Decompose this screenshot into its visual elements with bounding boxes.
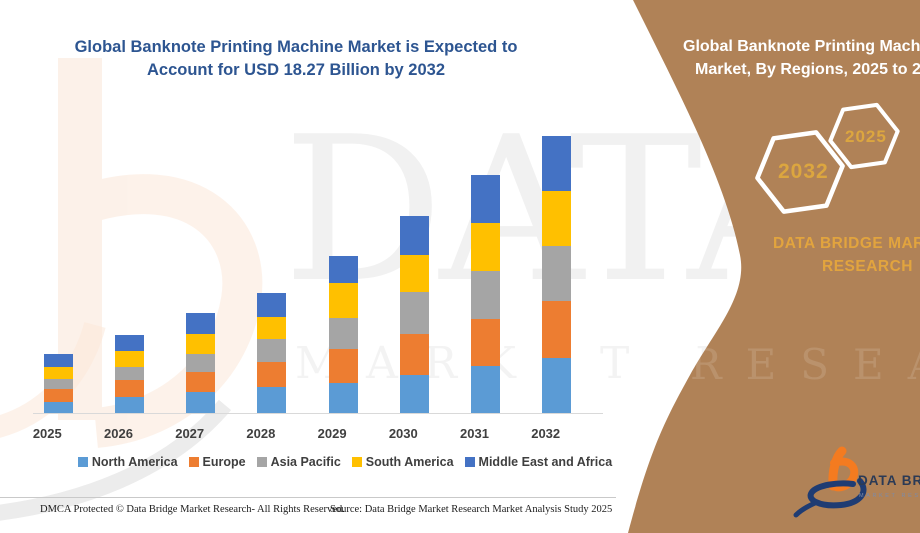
brand-text: DATA BRIDGE MARKET RESEARCH <box>773 232 920 278</box>
x-axis-label: 2026 <box>104 426 133 441</box>
hexagon-2025-label: 2025 <box>845 127 887 146</box>
bar-segment <box>257 293 287 317</box>
x-axis-line <box>33 413 603 414</box>
x-axis-label: 2028 <box>246 426 276 441</box>
bar-segment <box>257 316 287 340</box>
bar-segment <box>257 361 287 388</box>
chart-title-line2: Account for USD 18.27 Billion by 2032 <box>147 61 445 79</box>
bar-segment <box>43 401 73 413</box>
legend-color-swatch <box>256 457 267 467</box>
right-panel-title: Global Banknote Printing Machine Market,… <box>683 35 920 81</box>
legend-label: Europe <box>202 455 246 469</box>
bar-segment <box>43 389 73 402</box>
bar-segment <box>328 255 358 283</box>
bar-segment <box>257 387 287 413</box>
legend-item: Europe <box>188 455 246 469</box>
bar-segment <box>186 392 216 413</box>
logo-text: DATA BRIDGE <box>858 473 920 488</box>
watermark-band-text-right: RESEARCH <box>690 340 920 389</box>
chart-title: Global Banknote Printing Machine Market … <box>38 36 554 82</box>
watermark-gray-swoosh-icon <box>0 399 232 521</box>
bar-segment <box>542 246 572 302</box>
bar-segment <box>399 254 429 293</box>
logo-tagline: MARKET RESEARCH <box>859 493 920 499</box>
footer-divider <box>0 497 616 498</box>
hexagon-2032-label: 2032 <box>778 160 829 183</box>
bar-segment <box>471 271 500 319</box>
hexagon-2032-icon <box>755 130 845 214</box>
x-axis-label: 2032 <box>531 426 561 441</box>
legend-color-swatch <box>464 457 475 467</box>
bar-segment <box>115 397 144 413</box>
bar-segment <box>328 282 358 318</box>
legend-color-swatch <box>351 457 362 467</box>
bar-segment <box>186 371 216 393</box>
bar-segment <box>542 358 572 413</box>
bar-segment <box>328 348 358 383</box>
footer-source-text: Source: Data Bridge Market Research Mark… <box>330 504 613 515</box>
legend: North America Europe Asia Pacific South Ame… <box>60 455 630 469</box>
footer-dmca-text: DMCA Protected © Data Bridge Market Rese… <box>40 504 345 515</box>
bar-segment <box>257 339 287 362</box>
bar-segment <box>542 301 572 359</box>
x-axis-label: 2029 <box>317 426 347 441</box>
brand-text-line2: RESEARCH <box>822 258 913 275</box>
bar-segment <box>43 367 73 380</box>
bar-segment <box>115 380 144 398</box>
x-axis-label: 2031 <box>460 426 489 441</box>
bar-segment <box>471 318 500 367</box>
bar-segment <box>399 292 429 335</box>
legend-item: North America <box>77 455 178 469</box>
bar-segment <box>542 191 572 247</box>
hexagon-2025-icon <box>828 102 900 170</box>
bar-segment <box>399 334 429 375</box>
legend-label: Middle East and Africa <box>478 455 613 469</box>
legend-label: Asia Pacific <box>270 455 341 469</box>
legend-item: South America <box>351 455 454 469</box>
x-axis-label: 2030 <box>388 426 418 441</box>
right-panel-title-line1: Global Banknote Printing Machine <box>683 38 920 55</box>
bar-segment <box>328 317 358 349</box>
x-axis-label: 2025 <box>32 426 62 441</box>
legend-label: North America <box>91 455 178 469</box>
bar-segment <box>186 333 216 354</box>
legend-item: Asia Pacific <box>256 455 341 469</box>
bar-segment <box>43 379 73 390</box>
bar-segment <box>471 366 500 413</box>
legend-label: South America <box>365 455 454 469</box>
bar-segment <box>542 135 572 192</box>
bar-segment <box>186 353 216 372</box>
brand-text-line1: DATA BRIDGE MARKET <box>773 235 920 252</box>
bar-segment <box>328 382 358 413</box>
bar-segment <box>115 335 144 352</box>
right-panel-title-line2: Market, By Regions, 2025 to 2032 <box>695 61 920 78</box>
legend-color-swatch <box>188 457 199 467</box>
bar-segment <box>471 175 500 223</box>
bar-segment <box>399 374 429 413</box>
bar-segment <box>115 366 144 381</box>
chart-title-line1: Global Banknote Printing Machine Market … <box>74 38 518 56</box>
bar-segment <box>399 215 429 255</box>
bar-segment <box>471 222 500 272</box>
bar-segment <box>186 312 216 334</box>
bar-segment <box>43 354 73 368</box>
legend-item: Middle East and Africa <box>464 455 613 469</box>
legend-color-swatch <box>77 457 88 467</box>
x-axis-label: 2027 <box>175 426 205 441</box>
bar-segment <box>115 351 144 367</box>
